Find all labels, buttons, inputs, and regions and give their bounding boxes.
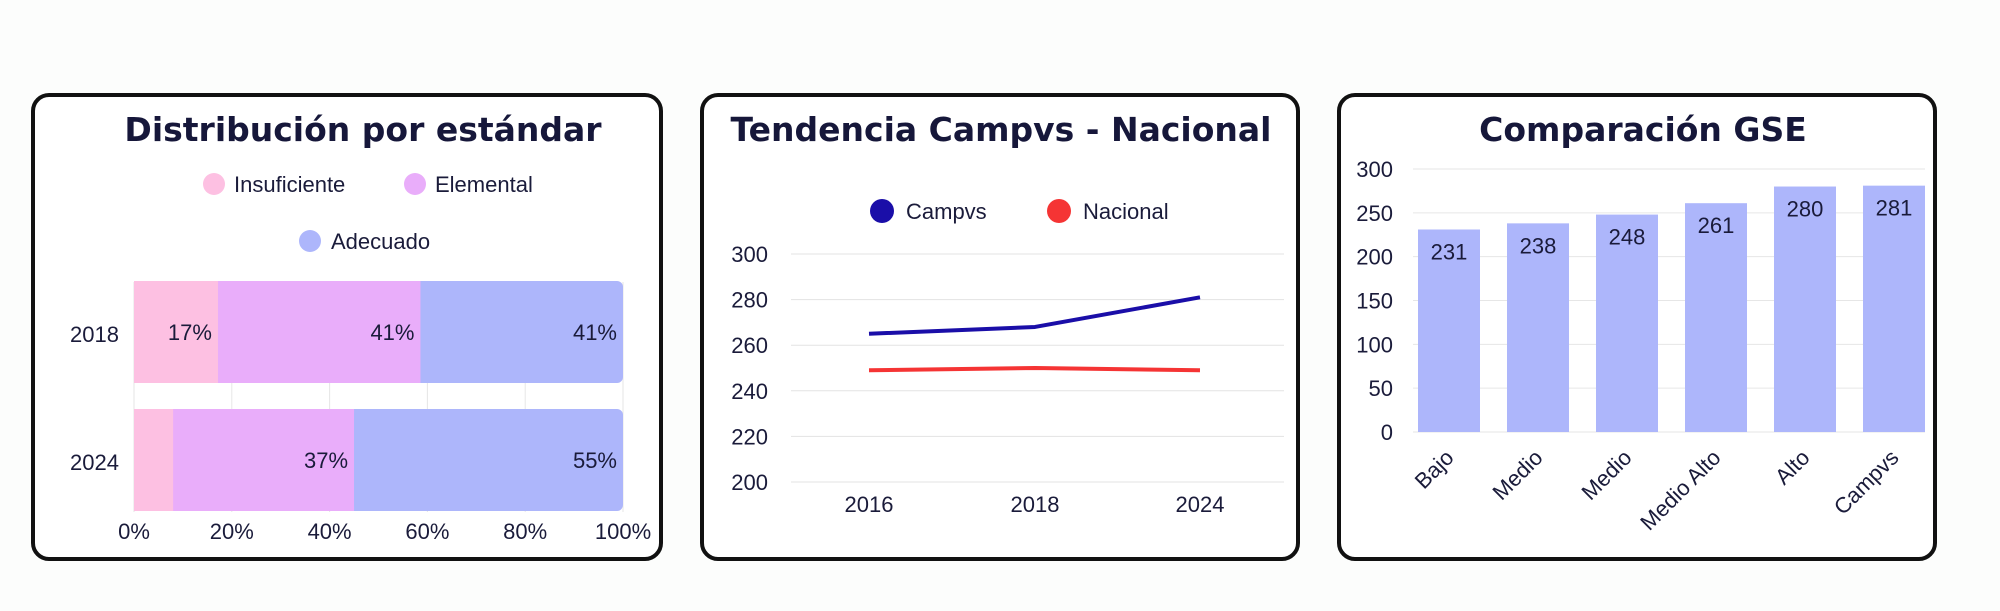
bar-segment-insuficiente-2018 <box>134 281 219 383</box>
x-tick-label: 60% <box>405 519 449 544</box>
y-axis-ticks: 0 50 100 150 200 250 300 <box>1356 157 1393 445</box>
legend-swatch-insuficiente <box>203 173 225 195</box>
x-tick-label: 40% <box>308 519 352 544</box>
bar-medio <box>1507 223 1569 432</box>
legend-swatch-elemental <box>404 173 426 195</box>
legend-swatch-campvs <box>870 199 894 223</box>
data-label: 281 <box>1876 196 1913 221</box>
x-tick-label: 2018 <box>1011 492 1060 517</box>
y-tick-label: 0 <box>1381 420 1393 445</box>
y-tick-label: 50 <box>1369 376 1393 401</box>
x-tick-label: Medio <box>1576 445 1636 505</box>
x-tick-label: 80% <box>503 519 547 544</box>
bar-segment-insuficiente-2024 <box>134 409 174 511</box>
y-tick-label: 280 <box>731 288 768 313</box>
bar-segment-corner-fill <box>420 281 431 383</box>
legend-label-nacional: Nacional <box>1083 199 1169 224</box>
bar-alto <box>1774 186 1836 432</box>
tendencia-chart: Tendencia Campvs - Nacional Campvs Nacio… <box>731 110 1284 517</box>
x-tick-label: 0% <box>118 519 150 544</box>
y-tick-label: 200 <box>1356 245 1393 270</box>
chart-title: Tendencia Campvs - Nacional <box>731 110 1272 149</box>
legend-swatch-nacional <box>1047 199 1071 223</box>
x-tick-label: Campvs <box>1829 445 1904 520</box>
data-label: 248 <box>1609 225 1646 250</box>
legend: Insuficiente Elemental Adecuado <box>203 172 533 254</box>
bar-segment-adecuado-2018 <box>420 281 623 383</box>
bar-bajo <box>1418 229 1480 432</box>
bar-medio-alto <box>1685 203 1747 432</box>
x-tick-label: Bajo <box>1410 445 1459 494</box>
y-axis-ticks: 200 220 240 260 280 300 <box>731 242 768 495</box>
bar-segment-adecuado-2024 <box>354 409 623 511</box>
category-label-2018: 2018 <box>70 322 119 347</box>
x-tick-label: Medio Alto <box>1635 445 1725 535</box>
category-label-2024: 2024 <box>70 450 119 475</box>
bars: 17% 41% 41% 37% 55% <box>134 281 623 511</box>
y-tick-label: 100 <box>1356 332 1393 357</box>
x-axis-ticks: 2016 2018 2024 <box>845 492 1225 517</box>
bars: 231 238 248 261 280 281 <box>1418 185 1925 432</box>
chart-panel-tendencia: Tendencia Campvs - Nacional Campvs Nacio… <box>700 93 1300 561</box>
chart-title: Comparación GSE <box>1479 110 1807 149</box>
y-tick-label: 300 <box>731 242 768 267</box>
bar-segment-elemental-2024 <box>173 409 355 511</box>
x-tick-label: 2016 <box>845 492 894 517</box>
y-tick-label: 250 <box>1356 201 1393 226</box>
y-tick-label: 260 <box>731 333 768 358</box>
series-lines <box>868 295 1201 373</box>
series-line-campvs <box>868 295 1201 336</box>
legend-label-adecuado: Adecuado <box>331 229 430 254</box>
x-tick-label: 100% <box>595 519 651 544</box>
bar-segment-corner-fill <box>354 409 365 511</box>
data-label: 238 <box>1520 233 1557 258</box>
legend-label-campvs: Campvs <box>906 199 987 224</box>
data-label: 261 <box>1698 213 1735 238</box>
gridlines <box>1413 168 1925 433</box>
legend-label-insuficiente: Insuficiente <box>234 172 345 197</box>
data-label: 55% <box>573 448 617 473</box>
x-axis-ticks: 0% 20% 40% 60% 80% 100% <box>118 519 651 544</box>
x-tick-label: 2024 <box>1176 492 1225 517</box>
legend-swatch-adecuado <box>299 230 321 252</box>
data-label: 280 <box>1787 197 1824 222</box>
x-tick-label: Alto <box>1770 445 1814 489</box>
bar-medio <box>1596 214 1658 432</box>
legend-label-elemental: Elemental <box>435 172 533 197</box>
y-tick-label: 220 <box>731 424 768 449</box>
x-tick-label: 20% <box>210 519 254 544</box>
bar-segment-elemental-2018 <box>217 281 421 383</box>
y-tick-label: 300 <box>1356 157 1393 182</box>
data-label: 41% <box>370 320 414 345</box>
chart-title: Distribución por estándar <box>124 110 602 149</box>
chart-panel-gse: Comparación GSE 0 50 100 150 200 250 300 231 23… <box>1337 93 1937 561</box>
y-tick-label: 240 <box>731 379 768 404</box>
legend: Campvs Nacional <box>870 199 1169 224</box>
y-tick-label: 200 <box>731 470 768 495</box>
y-tick-label: 150 <box>1356 289 1393 314</box>
x-tick-label: Medio <box>1487 445 1547 505</box>
bar-campvs <box>1863 185 1925 432</box>
distribucion-chart: Distribución por estándar Insuficiente E… <box>70 110 651 544</box>
gridlines <box>791 253 1284 483</box>
data-label: 17% <box>168 320 212 345</box>
chart-panel-distribucion: Distribución por estándar Insuficiente E… <box>31 93 663 561</box>
data-label: 41% <box>573 320 617 345</box>
data-label: 231 <box>1431 239 1468 264</box>
series-line-nacional <box>868 366 1201 373</box>
data-label: 37% <box>304 448 348 473</box>
